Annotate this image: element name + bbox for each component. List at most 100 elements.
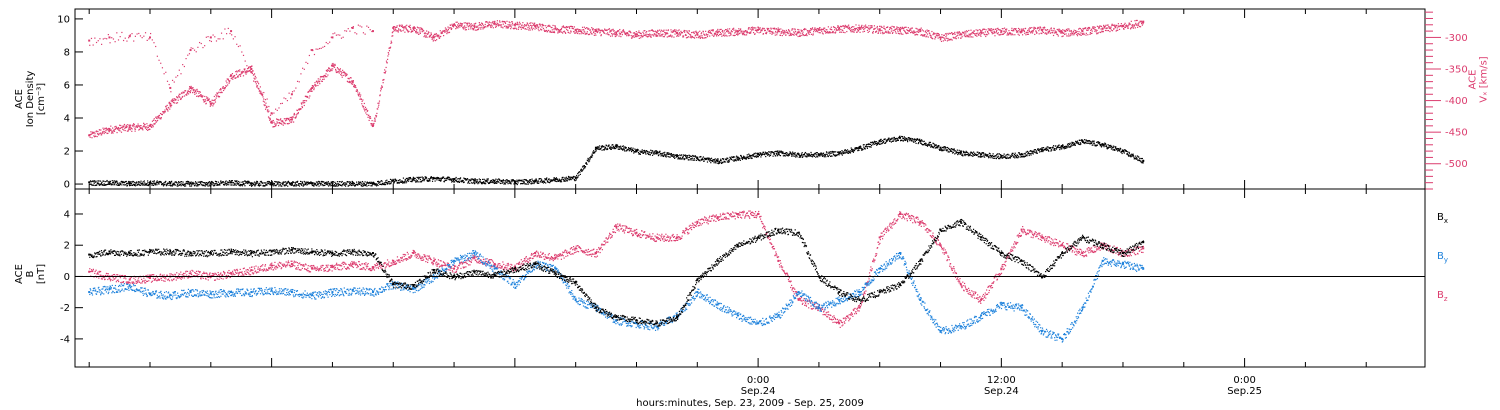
vx-sample: [210, 100, 212, 103]
density-sample: [254, 183, 256, 185]
density-sample: [430, 176, 433, 178]
density-sample: [603, 149, 605, 151]
density-sample: [134, 183, 136, 185]
vx-sample: [405, 25, 407, 27]
vx-sample: [737, 33, 739, 35]
vx-sample: [580, 30, 583, 32]
density-sample: [139, 184, 141, 186]
density-sample: [428, 180, 430, 182]
vx-sample: [333, 64, 335, 66]
density-sample: [377, 184, 379, 187]
vx-sample: [365, 112, 367, 114]
vx-sample: [1040, 29, 1042, 31]
vx-sample: [141, 127, 143, 129]
vx-upper-sample: [264, 99, 267, 101]
density-sample: [255, 183, 257, 185]
vx-sample: [650, 29, 653, 31]
vx-sample: [599, 31, 601, 33]
density-sample: [756, 156, 758, 158]
vx-sample: [420, 27, 422, 29]
density-sample: [308, 182, 311, 184]
density-sample: [247, 181, 249, 184]
density-sample: [360, 181, 362, 183]
vx-sample: [707, 34, 709, 36]
vx-sample: [473, 23, 475, 25]
vx-sample: [170, 106, 172, 108]
vx-sample: [503, 25, 506, 27]
density-point: [635, 150, 638, 153]
density-sample: [130, 181, 132, 183]
vx-sample: [729, 32, 731, 34]
density-sample: [141, 184, 144, 186]
vx-sample: [752, 29, 754, 31]
vx-sample: [1140, 20, 1142, 22]
vx-sample: [300, 108, 302, 110]
vx-point: [858, 26, 861, 29]
vx-sample: [531, 29, 534, 31]
density-sample: [342, 183, 344, 186]
density-sample: [258, 184, 260, 186]
vx-sample: [434, 33, 436, 35]
vx-sample: [749, 31, 751, 34]
vx-sample: [805, 33, 807, 36]
vx-sample: [403, 28, 405, 30]
density-sample: [376, 184, 378, 186]
density-sample: [752, 154, 755, 156]
vx-sample: [511, 22, 514, 24]
vx-sample: [626, 35, 628, 37]
vx-sample: [767, 29, 769, 31]
vx-sample: [775, 30, 777, 33]
density-sample: [571, 176, 574, 178]
density-sample: [557, 179, 559, 181]
vx-sample: [917, 31, 919, 33]
density-sample: [96, 184, 98, 186]
density-sample: [268, 180, 270, 183]
vx-sample: [99, 129, 101, 131]
vx-sample: [1045, 32, 1047, 34]
vx-sample: [703, 37, 705, 39]
density-sample: [355, 183, 357, 185]
vx-sample: [965, 34, 967, 36]
vx-sample: [983, 33, 985, 35]
vx-sample: [970, 36, 972, 38]
vx-sample: [1136, 26, 1139, 28]
density-sample: [737, 158, 739, 161]
density-sample: [204, 185, 206, 187]
vx-sample: [458, 24, 461, 26]
density-sample: [235, 184, 237, 186]
density-sample: [253, 184, 255, 186]
vx-sample: [509, 25, 511, 27]
vx-upper-sample: [312, 49, 314, 52]
vx-sample: [100, 134, 103, 136]
vx-sample: [1125, 25, 1127, 27]
vx-series: [88, 19, 1145, 139]
vx-sample: [698, 37, 700, 39]
vx-sample: [801, 34, 803, 37]
density-sample: [501, 180, 504, 182]
density-sample: [102, 184, 104, 186]
vx-sample: [643, 30, 645, 32]
vx-sample: [765, 32, 767, 34]
vx-sample: [136, 126, 138, 128]
density-sample: [558, 180, 560, 182]
vx-sample: [1065, 33, 1067, 35]
vx-sample: [530, 27, 532, 29]
vx-sample: [1068, 30, 1070, 32]
density-sample: [353, 182, 355, 184]
vx-upper-sample: [300, 73, 302, 75]
vx-upper-sample: [134, 35, 136, 37]
density-sample: [690, 158, 692, 160]
vx-upper-point: [270, 112, 273, 115]
vx-sample: [1052, 32, 1054, 34]
density-sample: [496, 180, 498, 183]
vx-sample: [413, 29, 416, 31]
vx-sample: [720, 33, 722, 36]
density-sample: [310, 181, 312, 183]
vx-sample: [581, 29, 583, 31]
density-sample: [298, 183, 300, 185]
density-sample: [331, 184, 333, 186]
density-sample: [297, 180, 299, 182]
vx-sample: [242, 71, 244, 73]
vx-sample: [448, 32, 450, 34]
vx-sample: [356, 89, 358, 91]
